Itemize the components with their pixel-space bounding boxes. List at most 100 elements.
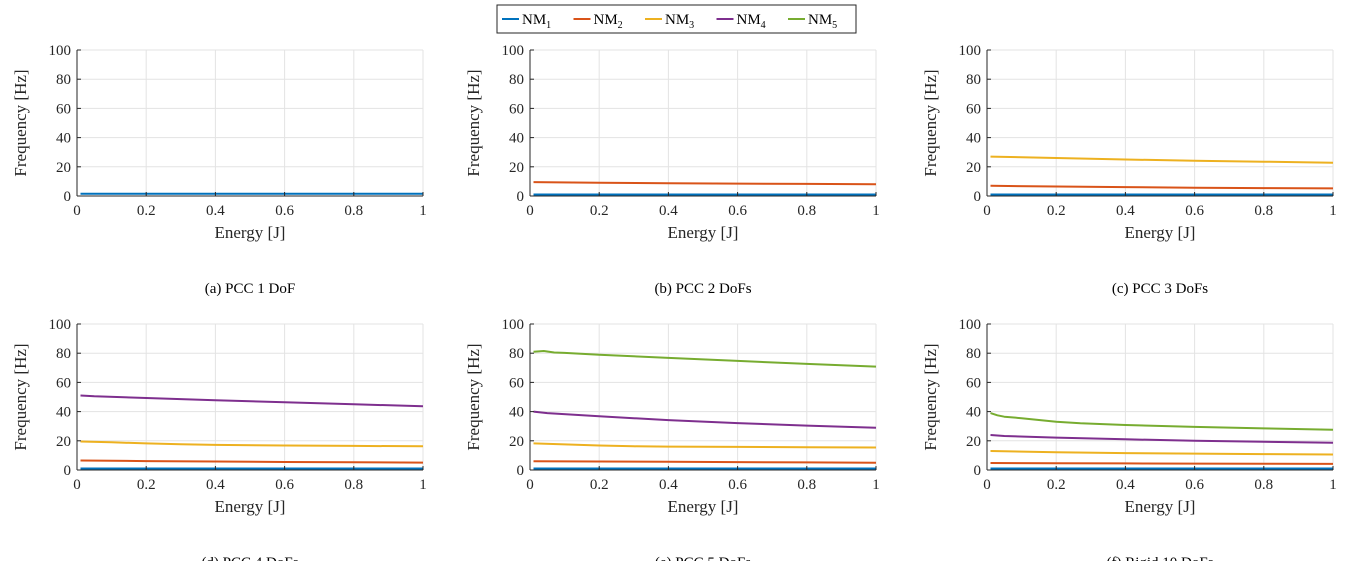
x-tick-label: 0.8 <box>1254 477 1273 493</box>
y-tick-label: 100 <box>959 317 982 333</box>
legend-label: NM5 <box>808 12 837 31</box>
x-tick-label: 0.4 <box>659 203 678 219</box>
panel-caption: (a) PCC 1 DoF <box>205 281 295 297</box>
panel-caption: (e) PCC 5 DoFs <box>655 555 751 561</box>
legend-label: NM3 <box>665 12 694 31</box>
legend-label: NM2 <box>594 12 623 31</box>
panel-caption: (f) Rigid 10 DoFs <box>1106 555 1213 561</box>
x-axis-label: Energy [J] <box>215 497 286 516</box>
x-tick-label: 0.4 <box>206 477 225 493</box>
x-axis-label: Energy [J] <box>668 223 739 242</box>
series-line-nm2 <box>990 462 1334 465</box>
y-tick-label: 40 <box>509 405 524 421</box>
y-axis-label: Frequency [Hz] <box>11 343 30 450</box>
chart-panel: 0 0.2 0.4 0.6 0.8 1 0 20 40 60 80 100 Energy [J] Freq… <box>464 317 880 561</box>
x-tick-label: 0 <box>526 203 534 219</box>
y-axis-label: Frequency [Hz] <box>921 343 940 450</box>
series-line-nm3 <box>990 155 1334 164</box>
y-axis-label: Frequency [Hz] <box>464 69 483 176</box>
y-tick-label: 40 <box>56 405 71 421</box>
x-tick-label: 1 <box>419 477 427 493</box>
y-tick-label: 20 <box>56 160 71 176</box>
chart-panel: 0 0.2 0.4 0.6 0.8 1 0 20 40 60 80 100 Energy [J] Freq… <box>921 317 1337 561</box>
y-tick-label: 100 <box>502 317 525 333</box>
y-tick-label: 60 <box>509 101 524 117</box>
y-tick-label: 60 <box>56 375 71 391</box>
x-tick-label: 0.2 <box>590 477 609 493</box>
legend-label-subscript: 5 <box>832 20 837 31</box>
legend-label-subscript: 2 <box>618 20 623 31</box>
plot-area <box>530 50 876 196</box>
x-tick-label: 0.6 <box>728 203 747 219</box>
legend: NM1 NM2 NM3 NM4 NM5 <box>496 4 857 34</box>
panel-caption: (d) PCC 4 DoFs <box>201 555 298 561</box>
x-tick-label: 0.6 <box>728 477 747 493</box>
series-line-nm4 <box>990 434 1334 444</box>
y-tick-label: 80 <box>966 346 981 362</box>
y-tick-label: 100 <box>49 317 72 333</box>
x-axis-label: Energy [J] <box>215 223 286 242</box>
x-tick-label: 0.8 <box>797 203 816 219</box>
x-tick-label: 0.4 <box>1116 203 1135 219</box>
chart-panel: 0 0.2 0.4 0.6 0.8 1 0 20 40 60 80 100 Energy [J] Freq… <box>11 43 427 297</box>
y-tick-label: 20 <box>509 434 524 450</box>
x-tick-label: 0 <box>526 477 534 493</box>
x-tick-label: 0 <box>983 203 991 219</box>
series-line-nm2 <box>533 181 877 186</box>
y-tick-label: 0 <box>974 463 982 479</box>
x-axis-label: Energy [J] <box>1125 223 1196 242</box>
x-tick-label: 1 <box>872 203 880 219</box>
y-tick-label: 0 <box>517 189 525 205</box>
y-tick-label: 40 <box>966 131 981 147</box>
y-tick-label: 80 <box>509 72 524 88</box>
x-tick-label: 0.4 <box>206 203 225 219</box>
series-line-nm2 <box>990 184 1334 190</box>
y-axis-label: Frequency [Hz] <box>921 69 940 176</box>
y-tick-label: 40 <box>56 131 71 147</box>
y-tick-label: 0 <box>64 189 72 205</box>
y-tick-label: 100 <box>502 43 525 59</box>
plot-area <box>77 50 423 196</box>
series-line-nm5 <box>533 350 877 368</box>
series-line-nm5 <box>990 412 1334 431</box>
y-tick-label: 20 <box>966 434 981 450</box>
y-tick-label: 100 <box>959 43 982 59</box>
x-tick-label: 0.8 <box>344 477 363 493</box>
series-line-nm3 <box>990 450 1334 456</box>
x-tick-label: 0 <box>983 477 991 493</box>
x-tick-label: 0.8 <box>344 203 363 219</box>
y-tick-label: 0 <box>517 463 525 479</box>
legend-label: NM4 <box>737 12 766 31</box>
x-tick-label: 0.6 <box>1185 477 1204 493</box>
x-axis-label: Energy [J] <box>668 497 739 516</box>
y-tick-label: 40 <box>966 405 981 421</box>
x-tick-label: 0 <box>73 203 81 219</box>
legend-label-subscript: 3 <box>689 20 694 31</box>
x-tick-label: 0.2 <box>137 203 156 219</box>
legend-label-subscript: 4 <box>761 20 766 31</box>
chart-panel: 0 0.2 0.4 0.6 0.8 1 0 20 40 60 80 100 Energy [J] Freq… <box>921 43 1337 297</box>
panel-caption: (b) PCC 2 DoFs <box>654 281 751 297</box>
x-tick-label: 1 <box>1329 477 1337 493</box>
series-line-nm4 <box>80 394 424 408</box>
chart-panel: 0 0.2 0.4 0.6 0.8 1 0 20 40 60 80 100 Energy [J] Freq… <box>11 317 427 561</box>
y-axis-label: Frequency [Hz] <box>464 343 483 450</box>
y-tick-label: 100 <box>49 43 72 59</box>
legend-label: NM1 <box>522 12 551 31</box>
x-tick-label: 1 <box>419 203 427 219</box>
plot-area <box>987 50 1333 196</box>
y-tick-label: 60 <box>966 375 981 391</box>
y-tick-label: 20 <box>509 160 524 176</box>
x-tick-label: 1 <box>872 477 880 493</box>
x-tick-label: 0.8 <box>797 477 816 493</box>
y-tick-label: 20 <box>56 434 71 450</box>
x-tick-label: 0.2 <box>137 477 156 493</box>
x-tick-label: 0 <box>73 477 81 493</box>
y-tick-label: 80 <box>509 346 524 362</box>
x-tick-label: 0.6 <box>275 477 294 493</box>
series-line-nm3 <box>80 440 424 448</box>
y-tick-label: 60 <box>56 101 71 117</box>
y-tick-label: 40 <box>509 131 524 147</box>
y-tick-label: 80 <box>56 72 71 88</box>
